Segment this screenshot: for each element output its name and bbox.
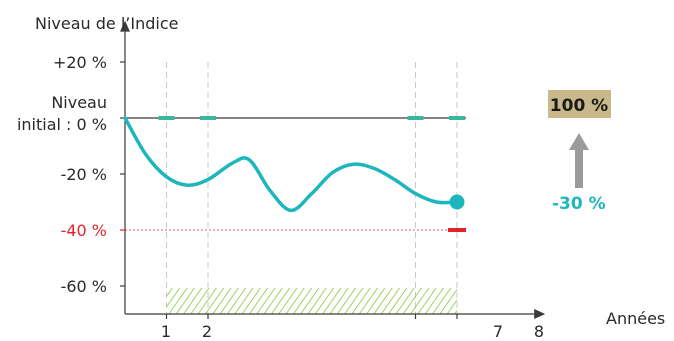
observation-period-hatch <box>166 288 457 314</box>
x-tick-label-8: 8 <box>534 322 544 341</box>
payout-box <box>548 90 611 118</box>
x-axis-title: Années <box>606 309 665 328</box>
x-tick-label-2: 2 <box>202 322 212 341</box>
x-axis-arrow-icon <box>534 309 546 319</box>
y-axis-arrow-icon <box>120 20 130 32</box>
y-tick-label-initial-line2: initial : 0 % <box>17 115 107 134</box>
y-tick-label-initial-line1: Niveau <box>51 93 107 112</box>
y-axis-title: Niveau de l’Indice <box>35 14 178 33</box>
x-tick-label-7: 7 <box>493 322 503 341</box>
y-tick-label-minus60: -60 % <box>61 277 107 296</box>
payout-arrow-head-icon <box>569 133 589 150</box>
payout-label: 100 % <box>550 96 608 116</box>
final-value-label: -30 % <box>552 194 606 214</box>
y-tick-label-minus40: -40 % <box>61 221 107 240</box>
y-tick-label-plus20: +20 % <box>53 53 107 72</box>
index-series-line <box>123 116 459 213</box>
payout-arrow-shaft <box>575 148 583 188</box>
final-value-point <box>449 194 465 210</box>
x-tick-label-1: 1 <box>161 322 171 341</box>
y-tick-label-minus20: -20 % <box>61 165 107 184</box>
